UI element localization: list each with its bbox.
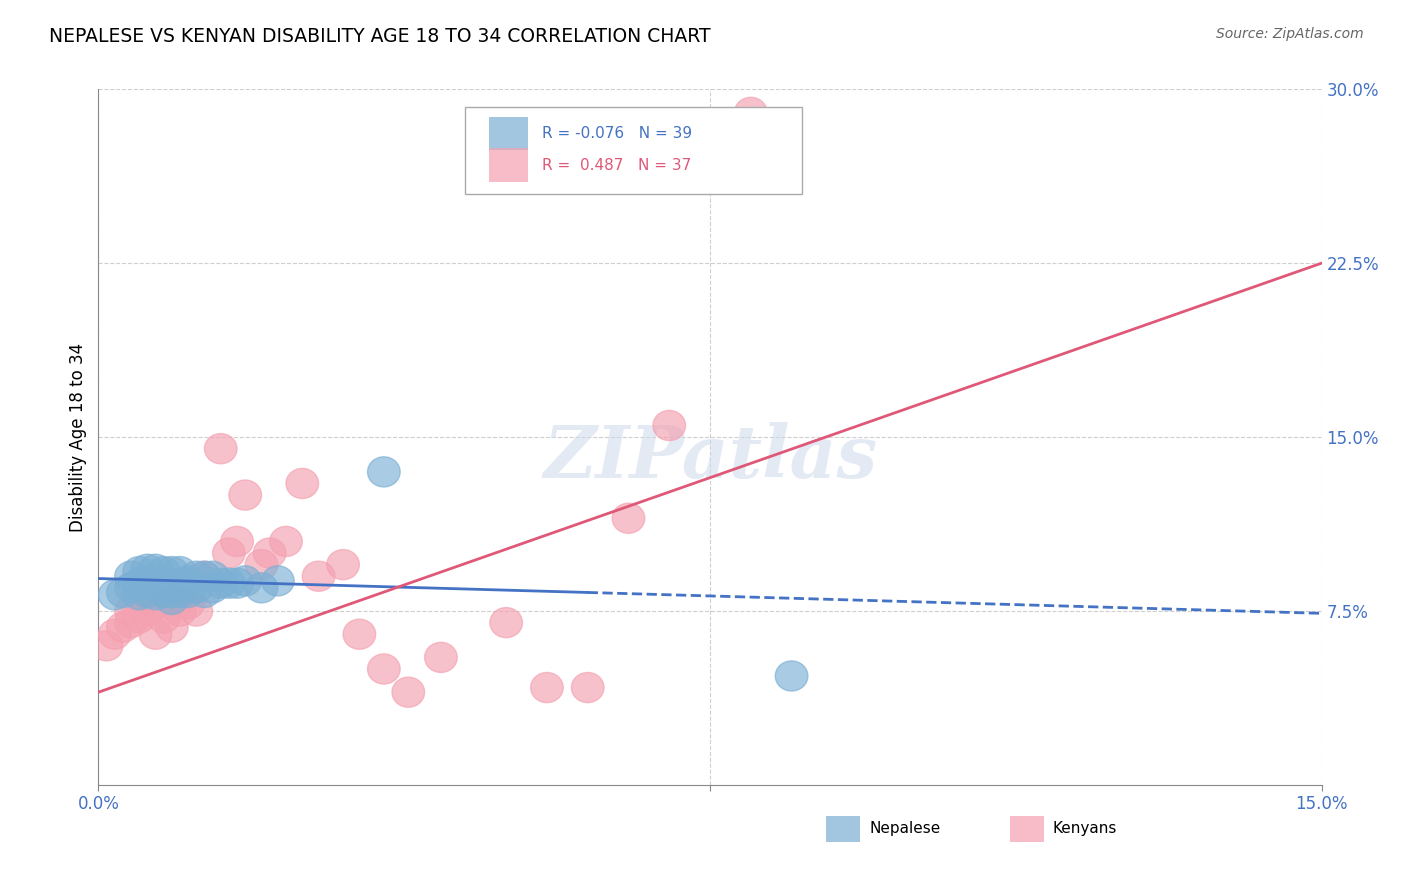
Ellipse shape — [229, 566, 262, 596]
Ellipse shape — [612, 503, 645, 533]
Text: Nepalese: Nepalese — [869, 822, 941, 837]
Ellipse shape — [197, 573, 229, 603]
FancyBboxPatch shape — [827, 815, 860, 842]
Ellipse shape — [139, 619, 172, 649]
Ellipse shape — [245, 573, 278, 603]
Ellipse shape — [489, 607, 523, 638]
FancyBboxPatch shape — [465, 106, 801, 194]
Ellipse shape — [571, 673, 605, 703]
Ellipse shape — [172, 589, 204, 619]
Ellipse shape — [775, 661, 808, 691]
Ellipse shape — [139, 554, 172, 584]
Ellipse shape — [204, 434, 238, 464]
Ellipse shape — [188, 561, 221, 591]
Ellipse shape — [180, 573, 212, 603]
Ellipse shape — [156, 612, 188, 642]
Ellipse shape — [180, 561, 212, 591]
Ellipse shape — [156, 577, 188, 607]
Ellipse shape — [98, 619, 131, 649]
Ellipse shape — [115, 573, 148, 603]
Ellipse shape — [156, 557, 188, 587]
Ellipse shape — [229, 480, 262, 510]
Ellipse shape — [107, 612, 139, 642]
Ellipse shape — [262, 566, 294, 596]
Ellipse shape — [163, 568, 197, 599]
Ellipse shape — [148, 577, 180, 607]
FancyBboxPatch shape — [1010, 815, 1045, 842]
Ellipse shape — [172, 566, 204, 596]
Ellipse shape — [139, 580, 172, 610]
Ellipse shape — [163, 577, 197, 607]
Ellipse shape — [131, 596, 163, 626]
Ellipse shape — [197, 561, 229, 591]
Ellipse shape — [90, 631, 122, 661]
Ellipse shape — [107, 577, 139, 607]
Ellipse shape — [343, 619, 375, 649]
Ellipse shape — [245, 549, 278, 580]
Ellipse shape — [156, 584, 188, 615]
Ellipse shape — [131, 566, 163, 596]
FancyBboxPatch shape — [489, 117, 527, 151]
Ellipse shape — [367, 457, 401, 487]
Ellipse shape — [115, 561, 148, 591]
Ellipse shape — [302, 561, 335, 591]
Text: R = -0.076   N = 39: R = -0.076 N = 39 — [543, 127, 693, 141]
Ellipse shape — [131, 577, 163, 607]
Ellipse shape — [221, 568, 253, 599]
Ellipse shape — [156, 568, 188, 599]
Ellipse shape — [98, 580, 131, 610]
Ellipse shape — [148, 557, 180, 587]
Ellipse shape — [425, 642, 457, 673]
Ellipse shape — [221, 526, 253, 557]
Ellipse shape — [148, 603, 180, 633]
Text: ZIPatlas: ZIPatlas — [543, 423, 877, 493]
Ellipse shape — [180, 596, 212, 626]
Text: Kenyans: Kenyans — [1053, 822, 1116, 837]
Ellipse shape — [212, 568, 245, 599]
Ellipse shape — [163, 580, 197, 610]
Ellipse shape — [270, 526, 302, 557]
Ellipse shape — [115, 607, 148, 638]
Ellipse shape — [734, 97, 768, 128]
Ellipse shape — [326, 549, 360, 580]
Ellipse shape — [131, 554, 163, 584]
Ellipse shape — [163, 596, 197, 626]
Ellipse shape — [156, 584, 188, 615]
Text: NEPALESE VS KENYAN DISABILITY AGE 18 TO 34 CORRELATION CHART: NEPALESE VS KENYAN DISABILITY AGE 18 TO … — [49, 27, 711, 45]
Ellipse shape — [163, 557, 197, 587]
Ellipse shape — [188, 577, 221, 607]
Ellipse shape — [122, 580, 156, 610]
Text: R =  0.487   N = 37: R = 0.487 N = 37 — [543, 158, 692, 172]
Ellipse shape — [253, 538, 285, 568]
Ellipse shape — [172, 577, 204, 607]
Ellipse shape — [652, 410, 686, 441]
Ellipse shape — [122, 568, 156, 599]
Ellipse shape — [148, 568, 180, 599]
Text: Source: ZipAtlas.com: Source: ZipAtlas.com — [1216, 27, 1364, 41]
Ellipse shape — [115, 596, 148, 626]
Ellipse shape — [367, 654, 401, 684]
Ellipse shape — [392, 677, 425, 707]
Ellipse shape — [530, 673, 564, 703]
Ellipse shape — [212, 538, 245, 568]
FancyBboxPatch shape — [489, 148, 527, 182]
Ellipse shape — [139, 568, 172, 599]
Ellipse shape — [139, 589, 172, 619]
Ellipse shape — [122, 603, 156, 633]
Ellipse shape — [188, 561, 221, 591]
Ellipse shape — [285, 468, 319, 499]
Ellipse shape — [204, 568, 238, 599]
Y-axis label: Disability Age 18 to 34: Disability Age 18 to 34 — [69, 343, 87, 532]
Ellipse shape — [122, 557, 156, 587]
